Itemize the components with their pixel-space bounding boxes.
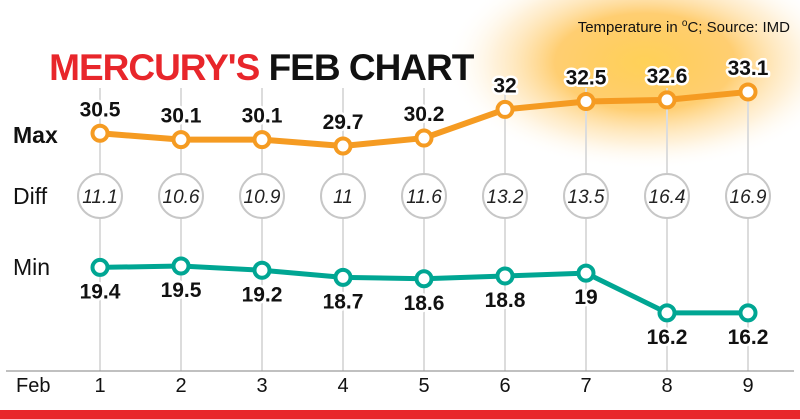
min-point	[738, 303, 758, 323]
max-point	[414, 128, 434, 148]
min-value-label: 19.2	[242, 283, 283, 306]
min-value-label: 19.5	[161, 279, 202, 302]
min-value-label: 18.7	[323, 290, 364, 313]
series-label-min: Min	[13, 254, 51, 280]
max-value-label: 30.1	[242, 105, 283, 128]
diff-value-label: 10.9	[244, 187, 281, 208]
diff-value-label: 11	[333, 187, 353, 208]
diff-value-label: 13.2	[487, 187, 524, 208]
diff-bubble	[158, 173, 204, 219]
max-point	[657, 90, 677, 110]
max-value-label: 32	[493, 74, 516, 97]
max-point	[576, 91, 596, 111]
min-value-label: 16.2	[647, 326, 688, 349]
min-point	[333, 267, 353, 287]
series-label-max: Max	[13, 122, 58, 148]
max-point	[495, 99, 515, 119]
max-value-label: 30.1	[161, 105, 202, 128]
diff-value-label: 11.6	[406, 187, 442, 208]
diff-bubble	[77, 173, 123, 219]
min-point	[657, 303, 677, 323]
max-value-label: 29.7	[323, 111, 364, 134]
min-point	[171, 256, 191, 276]
diff-bubble	[401, 173, 447, 219]
min-point	[90, 257, 110, 277]
diff-value-label: 16.4	[649, 187, 686, 208]
min-value-label: 18.6	[404, 292, 445, 315]
source-post: C; Source: IMD	[687, 19, 790, 36]
page-title: MERCURY'S FEB CHART	[12, 5, 475, 131]
diff-value-label: 13.5	[568, 187, 605, 208]
min-value-label: 18.8	[485, 289, 526, 312]
min-value-label: 19	[574, 286, 597, 309]
diff-bubble	[320, 173, 366, 219]
title-rest: FEB CHART	[259, 47, 475, 88]
x-tick-label: 1	[94, 375, 105, 397]
source-pre: Temperature in	[577, 19, 682, 36]
diff-value-label: 16.9	[730, 187, 767, 208]
x-tick-label: 8	[661, 375, 672, 397]
max-value-label: 30.5	[80, 98, 121, 121]
x-tick-label: 7	[580, 375, 591, 397]
source-note: Temperature in oC; Source: IMD	[578, 18, 790, 36]
min-point	[576, 263, 596, 283]
x-tick-label: 2	[175, 375, 186, 397]
degree-symbol: o	[681, 18, 688, 29]
min-point	[252, 260, 272, 280]
max-value-label: 33.1	[728, 57, 769, 80]
diff-value-label: 10.6	[163, 187, 200, 208]
diff-bubble	[482, 173, 528, 219]
x-tick-label: 6	[499, 375, 510, 397]
min-value-label: 19.4	[80, 280, 121, 303]
x-tick-label: 5	[418, 375, 429, 397]
max-point	[738, 82, 758, 102]
min-point	[414, 269, 434, 289]
sun-glow-icon	[445, 0, 800, 170]
title-accent: MERCURY'S	[49, 47, 260, 88]
bottom-accent-bar	[0, 410, 800, 419]
max-point	[333, 136, 353, 156]
max-point	[171, 130, 191, 150]
max-value-label: 32.6	[647, 65, 688, 88]
x-tick-label: 3	[256, 375, 267, 397]
diff-bubble	[725, 173, 771, 219]
max-point	[90, 123, 110, 143]
max-value-label: 32.5	[566, 66, 607, 89]
max-point	[252, 130, 272, 150]
diff-bubble	[644, 173, 690, 219]
diff-bubble	[563, 173, 609, 219]
min-value-label: 16.2	[728, 326, 769, 349]
x-axis-month-label: Feb	[16, 375, 50, 397]
x-tick-label: 9	[742, 375, 753, 397]
series-label-diff: Diff	[13, 183, 48, 209]
x-tick-label: 4	[337, 375, 348, 397]
diff-value-label: 11.1	[82, 187, 118, 208]
diff-bubble	[239, 173, 285, 219]
max-value-label: 30.2	[404, 103, 445, 126]
min-point	[495, 266, 515, 286]
